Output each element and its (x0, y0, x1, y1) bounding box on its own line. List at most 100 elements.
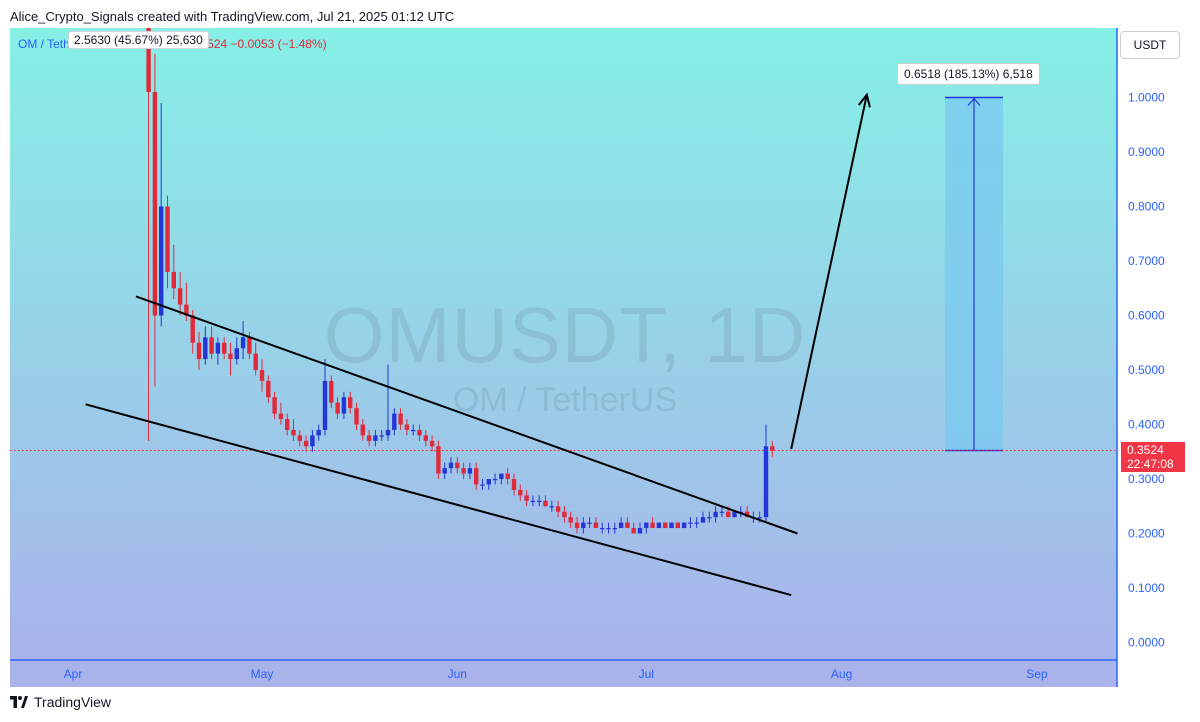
candle-body (322, 380, 328, 430)
tradingview-brand[interactable]: TradingView (10, 694, 111, 710)
candle-body (480, 484, 485, 486)
candle-body (770, 446, 775, 451)
trendline-lower[interactable] (85, 403, 792, 597)
x-tick-label: Sep (1026, 667, 1048, 681)
candle-body (448, 462, 454, 469)
projection-arrow-line[interactable] (790, 94, 868, 450)
candle-body (518, 489, 523, 496)
candle-body (467, 468, 473, 474)
bar-countdown: 22:47:08 (1127, 457, 1174, 471)
y-tick-label: 0.1000 (1128, 581, 1165, 595)
candle-body (234, 348, 239, 360)
candle-body (247, 337, 252, 354)
candle-body (209, 337, 214, 354)
last-price-tag: 0.3524 22:47:08 (1121, 442, 1185, 472)
candle-body (228, 353, 233, 360)
y-tick-label: 0.5000 (1128, 363, 1165, 377)
candle-body (253, 353, 258, 370)
candle-body (625, 522, 630, 529)
trendlines[interactable] (85, 92, 871, 597)
candle-body (455, 462, 460, 469)
candle-body (146, 28, 151, 93)
y-tick-label: 1.0000 (1128, 91, 1165, 105)
candle-body (486, 479, 491, 485)
candle-body (650, 522, 655, 529)
candle-body (316, 429, 321, 436)
candle-body (354, 408, 359, 425)
candle-body (360, 424, 365, 436)
x-tick-label: Jul (639, 667, 654, 681)
measure-arrow-head (967, 97, 981, 106)
author-credit: Alice_Crypto_Signals created with Tradin… (10, 9, 455, 24)
x-tick-label: Aug (831, 667, 852, 681)
candle-body (272, 397, 277, 414)
candle-body (348, 397, 353, 409)
candle-body (644, 522, 649, 529)
candle-body (675, 522, 680, 529)
candle-body (159, 206, 164, 316)
candle-body (297, 435, 302, 441)
x-tick-label: Jun (448, 667, 467, 681)
candle-body (335, 402, 340, 414)
candle-body (285, 419, 290, 430)
candle-body (291, 429, 296, 436)
candle-body (587, 522, 592, 524)
measure-label: 0.6518 (185.13%) 6,518 (897, 63, 1040, 85)
candle-body (612, 528, 617, 530)
candle-body (152, 92, 158, 316)
candle-body (574, 522, 580, 529)
candle-body (259, 370, 265, 381)
candle-body (524, 495, 529, 501)
y-axis-ticks: 0.0000 0.1000 0.2000 0.3000 0.4000 0.5000 0.60… (1128, 91, 1165, 650)
y-tick-label: 0.7000 (1128, 254, 1165, 268)
plot-background (10, 28, 1117, 660)
x-tick-label: Apr (64, 667, 83, 681)
last-price-value: 0.3524 (1127, 443, 1164, 457)
legend-tooltip: 2.5630 (45.67%) 25,630 (68, 31, 209, 49)
candle-body (656, 522, 662, 529)
candle-body (555, 506, 561, 512)
candle-body (600, 528, 605, 530)
candle-body (329, 380, 334, 403)
y-tick-label: 0.2000 (1128, 527, 1165, 541)
trendline-upper[interactable] (135, 295, 798, 535)
candle-body (196, 342, 202, 360)
x-tick-label: May (251, 667, 274, 681)
measure-tool[interactable] (945, 96, 1003, 452)
candle-body (492, 479, 498, 481)
brand-name: TradingView (34, 694, 112, 710)
candle-body (341, 397, 347, 414)
candle-body (537, 500, 542, 502)
currency-button[interactable]: USDT (1120, 31, 1180, 59)
projection-arrow-head (858, 92, 871, 108)
candle-body (549, 506, 554, 508)
candle-body (184, 304, 189, 316)
candle-body (190, 315, 195, 343)
candle-body (310, 435, 315, 447)
candle-body (266, 380, 271, 398)
candle-body (379, 435, 384, 437)
candle-body (385, 429, 391, 436)
candle-body (171, 271, 176, 289)
candle-body (631, 528, 636, 534)
candle-body (688, 522, 693, 524)
candle-body (568, 517, 573, 523)
candle-body (757, 517, 762, 519)
candle-body (203, 337, 208, 360)
y-tick-label: 0.6000 (1128, 309, 1165, 323)
candle-body (177, 288, 183, 305)
candle-body (562, 511, 567, 518)
candle-body (637, 528, 643, 534)
y-tick-label: 0.8000 (1128, 200, 1165, 214)
candle-body (461, 468, 466, 474)
candle-body (398, 413, 403, 425)
candle-body (222, 342, 227, 354)
candle-body (303, 440, 309, 447)
candle-body (511, 479, 517, 490)
candle-body (442, 468, 447, 474)
y-tick-label: 0.0000 (1128, 636, 1165, 650)
candle-body (417, 429, 422, 436)
candle-body (606, 528, 611, 530)
candle-body (404, 424, 410, 430)
